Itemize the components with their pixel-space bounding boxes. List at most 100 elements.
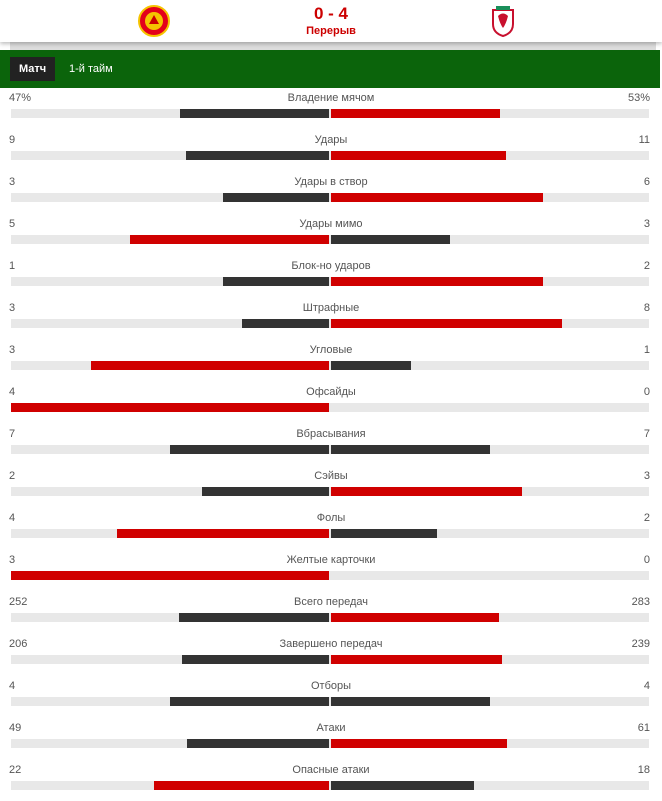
- bar-track: [11, 781, 649, 790]
- stat-row: 4 Офсайды 0: [0, 386, 662, 416]
- home-value: 3: [9, 344, 16, 356]
- match-status: Перерыв: [306, 25, 356, 37]
- match-header: 0 - 4 Перерыв: [0, 0, 662, 42]
- stat-name: Штрафные: [302, 302, 360, 314]
- home-value: 4: [9, 512, 16, 524]
- away-value: 239: [631, 638, 650, 650]
- home-bar: [90, 361, 329, 370]
- home-value: 2: [9, 470, 16, 482]
- home-bar: [130, 235, 329, 244]
- away-value: 0: [643, 554, 650, 566]
- bar-track: [11, 361, 649, 370]
- away-bar: [331, 277, 543, 286]
- home-bar: [11, 571, 329, 580]
- stat-name: Всего передач: [294, 596, 368, 608]
- home-value: 4: [9, 680, 16, 692]
- bar-track: [11, 655, 649, 664]
- home-value: 4: [9, 386, 16, 398]
- away-value: 0: [643, 386, 650, 398]
- home-value: 7: [9, 428, 16, 440]
- bar-track: [11, 403, 649, 412]
- tab-bar: Матч 1-й тайм: [0, 50, 660, 88]
- away-bar: [331, 235, 451, 244]
- away-value: 18: [637, 764, 650, 776]
- stat-name: Угловые: [309, 344, 353, 356]
- stat-name: Завершено передач: [279, 638, 383, 650]
- home-bar: [223, 193, 329, 202]
- home-bar: [179, 109, 329, 118]
- stat-row: 9 Удары 11: [0, 134, 662, 164]
- bar-track: [11, 571, 649, 580]
- stat-row: 3 Штрафные 8: [0, 302, 662, 332]
- stat-row: 5 Удары мимо 3: [0, 218, 662, 248]
- away-value: 3: [643, 470, 650, 482]
- home-bar: [242, 319, 329, 328]
- away-bar: [331, 613, 500, 622]
- away-bar: [331, 193, 543, 202]
- away-bar: [331, 739, 508, 748]
- home-bar: [170, 697, 329, 706]
- bar-track: [11, 109, 649, 118]
- away-bar: [331, 655, 502, 664]
- home-bar: [11, 403, 329, 412]
- stat-row: 3 Угловые 1: [0, 344, 662, 374]
- stat-row: 206 Завершено передач 239: [0, 638, 662, 668]
- tab-strip: [10, 42, 656, 50]
- away-value: 61: [637, 722, 650, 734]
- away-bar: [331, 361, 411, 370]
- bar-track: [11, 529, 649, 538]
- away-bar: [331, 319, 563, 328]
- tab[interactable]: 1-й тайм: [69, 63, 113, 75]
- away-value: 3: [643, 218, 650, 230]
- stat-row: 7 Вбрасывания 7: [0, 428, 662, 458]
- bar-track: [11, 613, 649, 622]
- stat-name: Отборы: [310, 680, 352, 692]
- stat-row: 49 Атаки 61: [0, 722, 662, 752]
- home-value: 3: [9, 302, 16, 314]
- stat-name: Вбрасывания: [296, 428, 366, 440]
- stat-name: Удары мимо: [299, 218, 363, 230]
- stat-row: 252 Всего передач 283: [0, 596, 662, 626]
- away-bar: [331, 151, 506, 160]
- home-value: 22: [9, 764, 22, 776]
- away-value: 8: [643, 302, 650, 314]
- away-value: 7: [643, 428, 650, 440]
- away-bar: [331, 781, 475, 790]
- home-bar: [181, 655, 329, 664]
- away-value: 2: [643, 512, 650, 524]
- stat-name: Офсайды: [306, 386, 356, 398]
- home-bar: [117, 529, 329, 538]
- stat-row: 47% Владение мячом 53%: [0, 92, 662, 122]
- stat-name: Желтые карточки: [286, 554, 376, 566]
- bar-track: [11, 277, 649, 286]
- stat-name: Сэйвы: [314, 470, 348, 482]
- stat-row: 2 Сэйвы 3: [0, 470, 662, 500]
- home-bar: [187, 739, 329, 748]
- bar-track: [11, 697, 649, 706]
- home-value: 206: [9, 638, 28, 650]
- tab[interactable]: Матч: [10, 57, 56, 81]
- bar-track: [11, 319, 649, 328]
- away-bar: [331, 697, 490, 706]
- away-value: 4: [643, 680, 650, 692]
- stat-row: 3 Удары в створ 6: [0, 176, 662, 206]
- stat-name: Удары: [314, 134, 348, 146]
- bar-track: [11, 739, 649, 748]
- stat-row: 1 Блок-но ударов 2: [0, 260, 662, 290]
- away-bar: [331, 445, 490, 454]
- stat-name: Фолы: [316, 512, 346, 524]
- home-value: 252: [9, 596, 28, 608]
- away-bar: [331, 487, 522, 496]
- stat-name: Опасные атаки: [292, 764, 370, 776]
- home-value: 49: [9, 722, 22, 734]
- away-logo: [492, 6, 514, 38]
- home-logo: [138, 5, 170, 37]
- away-value: 53%: [627, 92, 650, 104]
- stat-name: Удары в створ: [294, 176, 368, 188]
- away-bar: [331, 109, 500, 118]
- bar-track: [11, 445, 649, 454]
- home-value: 3: [9, 176, 16, 188]
- bar-track: [11, 487, 649, 496]
- away-bar: [331, 529, 437, 538]
- stat-name: Атаки: [316, 722, 346, 734]
